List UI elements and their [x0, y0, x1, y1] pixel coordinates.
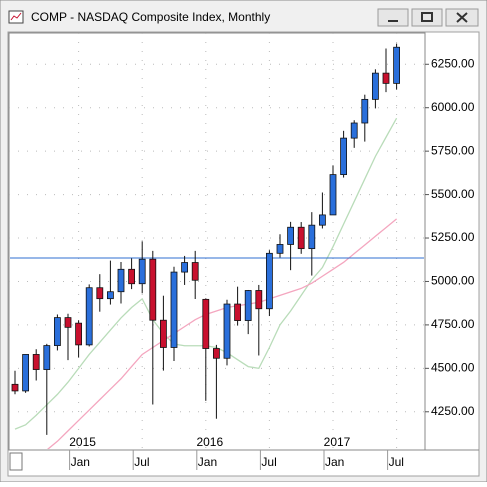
- candle-body: [64, 317, 72, 328]
- candle-body: [393, 46, 401, 84]
- candle-body: [117, 268, 125, 293]
- x-tick-label: Jul: [389, 455, 404, 469]
- minimize-button[interactable]: [377, 8, 409, 27]
- candle-body: [244, 290, 252, 321]
- y-tick-label: 5500.00: [431, 187, 475, 201]
- plot-area: [8, 32, 426, 451]
- y-tick-label: 4250.00: [431, 404, 475, 418]
- close-button[interactable]: [445, 8, 479, 27]
- candle-body: [22, 354, 30, 392]
- candle-body: [32, 354, 40, 370]
- candle-body: [85, 287, 93, 346]
- y-tick-label: 6000.00: [431, 100, 475, 114]
- candle-body: [297, 226, 305, 250]
- candle-body: [159, 319, 167, 348]
- candle-body: [181, 262, 189, 273]
- x-tick-label: Jan: [71, 455, 90, 469]
- candle-body: [212, 348, 220, 359]
- candle-body: [382, 72, 390, 84]
- candle-body: [96, 287, 104, 300]
- app-icon-graph: [10, 12, 22, 21]
- year-label: 2015: [69, 435, 96, 449]
- x-tick-label: Jan: [198, 455, 217, 469]
- candle-body: [318, 214, 326, 226]
- indicator-line: [46, 218, 398, 449]
- candle-body: [11, 383, 19, 392]
- candle-body: [350, 122, 358, 139]
- candle-body: [75, 322, 82, 346]
- candle-body: [138, 258, 146, 285]
- candle-body: [107, 291, 114, 300]
- series-layer: [10, 43, 424, 449]
- y-tick-label: 6250.00: [431, 56, 475, 70]
- candle-body: [276, 244, 284, 254]
- candle-body: [361, 98, 369, 124]
- x-tick-label: Jul: [261, 455, 276, 469]
- x-tick-label: Jul: [134, 455, 149, 469]
- candle-body: [255, 290, 263, 310]
- y-tick-label: 5000.00: [431, 274, 475, 288]
- y-tick-label: 4500.00: [431, 361, 475, 375]
- window-title: COMP - NASDAQ Composite Index, Monthly: [31, 10, 270, 24]
- candle-body: [287, 226, 295, 245]
- candle-body: [43, 345, 51, 370]
- y-tick-label: 4750.00: [431, 317, 475, 331]
- year-label: 2017: [324, 435, 351, 449]
- candle-body: [329, 174, 337, 216]
- candle-body: [371, 72, 379, 100]
- candle-body: [149, 258, 157, 321]
- year-label: 2016: [196, 435, 223, 449]
- maximize-button[interactable]: [411, 8, 443, 27]
- candle-body: [265, 252, 273, 310]
- candle-body: [223, 303, 231, 359]
- y-tick-label: 5250.00: [431, 230, 475, 244]
- candle-body: [128, 268, 136, 285]
- candle-body: [170, 271, 178, 348]
- candle-body: [308, 224, 316, 250]
- candle-body: [234, 303, 242, 321]
- plot: 4250.00 4500.00 4750.00 5000.00 5250.00 5500.…: [9, 33, 479, 470]
- candle-body: [54, 317, 61, 346]
- corner-box[interactable]: [9, 452, 23, 471]
- candle-body: [202, 298, 210, 349]
- candle-body: [191, 262, 199, 281]
- y-tick-label: 5750.00: [431, 143, 475, 157]
- x-tick-label: Jan: [325, 455, 344, 469]
- candle-body: [340, 137, 348, 176]
